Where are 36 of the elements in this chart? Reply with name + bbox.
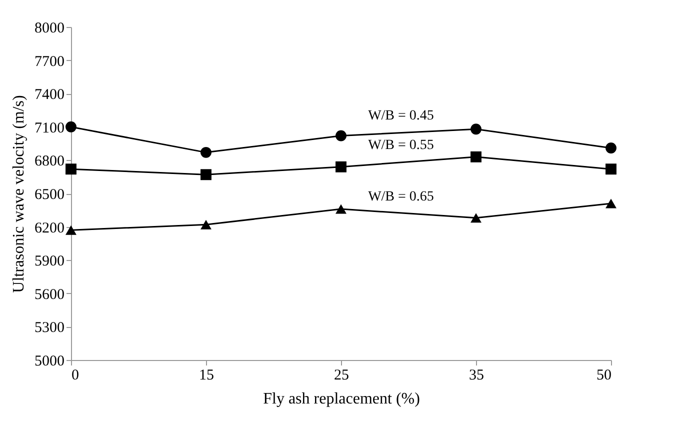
x-tick-label: 0 bbox=[72, 368, 79, 384]
series-label: W/B = 0.55 bbox=[368, 138, 434, 153]
point bbox=[606, 164, 616, 175]
y-tick-label: 6500 bbox=[34, 187, 64, 203]
point bbox=[200, 146, 212, 158]
y-tick-label: 6200 bbox=[34, 220, 64, 236]
point bbox=[606, 142, 616, 154]
point bbox=[606, 198, 616, 208]
y-tick-label: 7100 bbox=[34, 120, 64, 136]
x-tick-label: 15 bbox=[199, 368, 214, 384]
point bbox=[66, 225, 76, 235]
y-tick-label: 8000 bbox=[34, 20, 64, 36]
x-tick-label: 35 bbox=[469, 368, 484, 384]
x-tick-label: 50 bbox=[596, 368, 612, 384]
x-tick-label: 25 bbox=[334, 368, 349, 384]
series-label: W/B = 0.45 bbox=[368, 108, 434, 124]
point bbox=[470, 124, 482, 135]
x-axis-title: Fly ash replacement (%) bbox=[263, 390, 420, 408]
point bbox=[200, 220, 212, 230]
point bbox=[66, 121, 76, 132]
point bbox=[336, 204, 346, 214]
point bbox=[200, 169, 212, 180]
y-tick-label: 5900 bbox=[34, 254, 64, 270]
y-tick-label: 7700 bbox=[34, 54, 64, 70]
y-tick-label: 5600 bbox=[34, 286, 64, 303]
point bbox=[66, 164, 76, 175]
y-tick-label: 7400 bbox=[34, 87, 64, 104]
point bbox=[470, 151, 482, 162]
y-tick-label: 5300 bbox=[34, 320, 64, 336]
point bbox=[336, 161, 346, 172]
y-axis-title: Ultrasonic wave velocity (m/s) bbox=[10, 95, 28, 293]
y-tick-label: 5000 bbox=[34, 354, 64, 370]
point bbox=[336, 130, 346, 142]
point bbox=[470, 213, 482, 223]
y-tick-label: 6800 bbox=[34, 154, 64, 170]
series-label: W/B = 0.65 bbox=[368, 189, 434, 204]
